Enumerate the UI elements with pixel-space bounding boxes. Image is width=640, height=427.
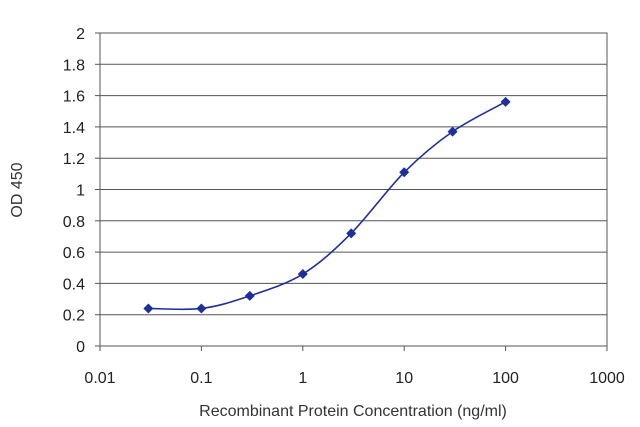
data-point bbox=[143, 303, 154, 314]
y-tick-label: 0.2 bbox=[63, 308, 85, 325]
y-tick-label: 0.8 bbox=[63, 214, 85, 231]
data-point bbox=[196, 303, 207, 314]
series-line bbox=[148, 101, 506, 311]
y-tick-label: 1 bbox=[76, 183, 85, 200]
x-tick-label: 1000 bbox=[589, 370, 625, 387]
x-tick-label: 100 bbox=[492, 370, 519, 387]
y-tick-label: 1.2 bbox=[63, 151, 85, 168]
series-group bbox=[143, 96, 511, 314]
data-point bbox=[297, 269, 308, 280]
x-tick-label: 0.01 bbox=[84, 370, 115, 387]
data-point bbox=[500, 96, 511, 107]
x-tick-label: 10 bbox=[395, 370, 413, 387]
x-tick-labels: 0.01 0.1 1 10 100 1000 bbox=[84, 346, 625, 387]
y-tick-label: 0.6 bbox=[63, 245, 85, 262]
y-tick-label: 1.6 bbox=[63, 89, 85, 106]
y-tick-labels: 0 0.2 0.4 0.6 0.8 1 1.2 1.4 1.6 1.8 2 bbox=[63, 26, 100, 356]
data-point bbox=[244, 290, 255, 301]
x-axis-title: Recombinant Protein Concentration (ng/ml… bbox=[199, 403, 507, 420]
x-tick-label: 0.1 bbox=[190, 370, 212, 387]
data-point bbox=[346, 228, 357, 239]
y-tick-label: 1.8 bbox=[63, 57, 85, 74]
x-tick-label: 1 bbox=[298, 370, 307, 387]
y-axis-title: OD 450 bbox=[9, 162, 26, 217]
y-tick-label: 0 bbox=[76, 339, 85, 356]
data-point bbox=[399, 167, 410, 178]
grid-lines bbox=[100, 63, 607, 316]
y-tick-label: 0.4 bbox=[63, 276, 85, 293]
y-tick-label: 2 bbox=[76, 26, 85, 43]
data-point bbox=[447, 126, 458, 137]
y-tick-label: 1.4 bbox=[63, 120, 85, 137]
